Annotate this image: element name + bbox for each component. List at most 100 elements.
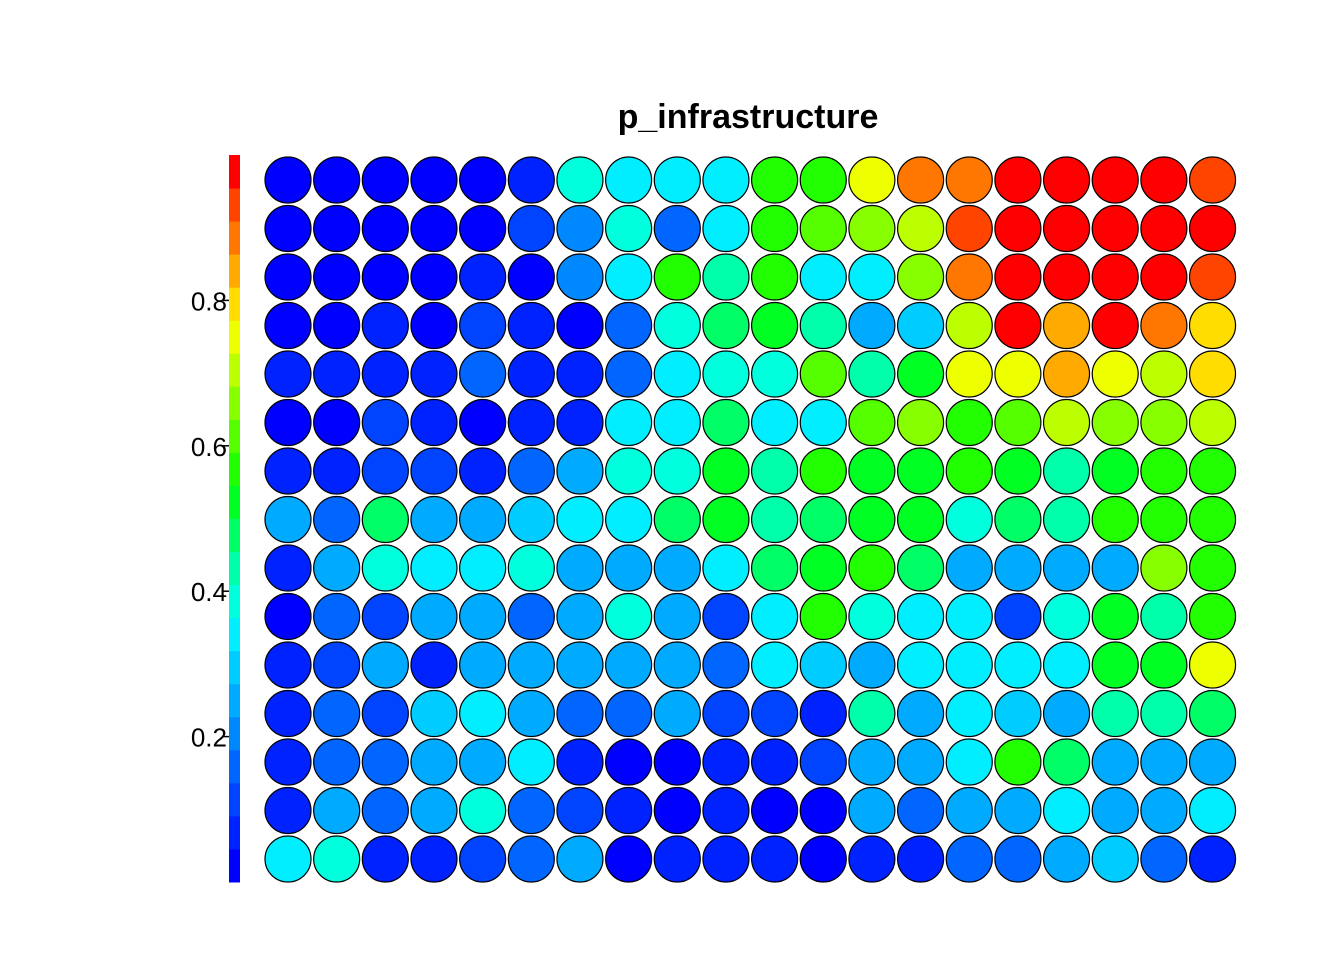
- heatmap-cell: [1091, 689, 1139, 738]
- heatmap-cell: [361, 301, 409, 350]
- heatmap-cell: [848, 301, 896, 350]
- heatmap-cell: [361, 544, 409, 592]
- heatmap-cell: [1042, 301, 1091, 350]
- heatmap-cell: [1188, 301, 1237, 350]
- heatmap-cell: [653, 786, 701, 835]
- colorbar-segment: [229, 155, 240, 189]
- colorbar-segment: [229, 683, 240, 718]
- heatmap-cell: [1140, 786, 1188, 835]
- heatmap-cell: [556, 301, 604, 350]
- heatmap-cell: [459, 398, 507, 447]
- heatmap-cell: [605, 786, 653, 835]
- heatmap-cell: [653, 738, 701, 786]
- heatmap-cell: [896, 835, 945, 883]
- heatmap-cell: [896, 350, 945, 398]
- heatmap-cell: [702, 786, 750, 835]
- heatmap-cell: [1042, 835, 1091, 883]
- heatmap-cell: [313, 156, 361, 204]
- heatmap-cell: [750, 835, 799, 883]
- colorbar-segment: [229, 254, 240, 288]
- heatmap-cell: [605, 398, 653, 447]
- heatmap-cell: [507, 253, 555, 301]
- heatmap-cell: [264, 495, 312, 544]
- heatmap-cell: [945, 738, 993, 786]
- heatmap-cell: [556, 156, 604, 204]
- heatmap-cell: [750, 398, 799, 447]
- heatmap-cell: [1188, 641, 1237, 689]
- heatmap-cell: [459, 301, 507, 350]
- heatmap-cell: [994, 253, 1042, 301]
- heatmap-cell: [361, 738, 409, 786]
- heatmap-cell: [313, 447, 361, 495]
- heatmap-cell: [556, 592, 604, 641]
- heatmap-cell: [507, 835, 555, 883]
- heatmap-cell: [556, 495, 604, 544]
- heatmap-cell: [1091, 495, 1139, 544]
- heatmap-cell: [1140, 350, 1188, 398]
- heatmap-cell: [799, 786, 847, 835]
- heatmap-cell: [1091, 786, 1139, 835]
- heatmap-cell: [896, 253, 945, 301]
- heatmap-cell: [507, 350, 555, 398]
- colorbar-segment: [229, 551, 240, 586]
- heatmap-cell: [1091, 253, 1139, 301]
- heatmap-cell: [896, 447, 945, 495]
- colorbar-segment: [229, 221, 240, 255]
- heatmap-cell: [702, 641, 750, 689]
- heatmap-cell: [848, 689, 896, 738]
- heatmap-cell: [556, 447, 604, 495]
- heatmap-cell: [702, 689, 750, 738]
- heatmap-cell: [507, 447, 555, 495]
- heatmap-cell: [1140, 495, 1188, 544]
- heatmap-cell: [750, 544, 799, 592]
- colorbar-segment: [229, 584, 240, 619]
- colorbar-segment: [229, 353, 240, 387]
- heatmap-cell: [264, 544, 312, 592]
- heatmap-cell: [556, 689, 604, 738]
- heatmap-cell: [459, 350, 507, 398]
- heatmap-cell: [848, 398, 896, 447]
- heatmap-cell: [410, 592, 458, 641]
- heatmap-cell: [459, 495, 507, 544]
- heatmap-cell: [702, 495, 750, 544]
- heatmap-cell: [507, 786, 555, 835]
- heatmap-cell: [1140, 641, 1188, 689]
- heatmap-cell: [1091, 544, 1139, 592]
- heatmap-cell: [410, 350, 458, 398]
- heatmap-cell: [459, 447, 507, 495]
- heatmap-cell: [605, 495, 653, 544]
- heatmap-cell: [361, 156, 409, 204]
- heatmap-cell: [945, 156, 993, 204]
- heatmap-cell: [459, 786, 507, 835]
- heatmap-cell: [945, 641, 993, 689]
- heatmap-cell: [1140, 544, 1188, 592]
- heatmap-cell: [1042, 398, 1091, 447]
- heatmap-cell: [653, 156, 701, 204]
- heatmap-cell: [507, 204, 555, 253]
- heatmap-cell: [264, 786, 312, 835]
- heatmap-cell: [605, 350, 653, 398]
- heatmap-cell: [1140, 204, 1188, 253]
- heatmap-cell: [605, 544, 653, 592]
- heatmap-cell: [945, 253, 993, 301]
- heatmap-cell: [556, 398, 604, 447]
- heatmap-cell: [459, 156, 507, 204]
- heatmap-cell: [1188, 156, 1237, 204]
- heatmap-cell: [1042, 592, 1091, 641]
- heatmap-cell: [361, 253, 409, 301]
- heatmap-cell: [313, 495, 361, 544]
- heatmap-cell: [410, 156, 458, 204]
- heatmap-cell: [799, 398, 847, 447]
- heatmap-cell: [410, 835, 458, 883]
- heatmap-cell: [264, 398, 312, 447]
- heatmap-cell: [848, 447, 896, 495]
- heatmap-cell: [313, 544, 361, 592]
- heatmap-cell: [750, 204, 799, 253]
- heatmap-cell: [1140, 253, 1188, 301]
- heatmap-cell: [799, 641, 847, 689]
- heatmap-cell: [313, 786, 361, 835]
- colorbar-segment: [229, 716, 240, 751]
- colorbar-segment: [229, 320, 240, 354]
